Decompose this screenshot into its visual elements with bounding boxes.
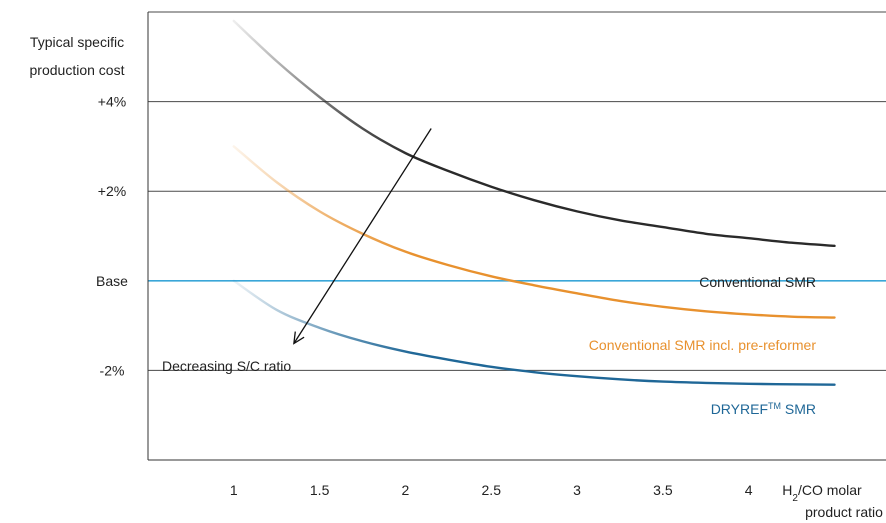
annotation-decreasing-sc: Decreasing S/C ratio <box>162 358 291 374</box>
y-tick-label: -2% <box>100 362 125 378</box>
y-axis-title-line2: production cost <box>30 62 125 78</box>
series-line-conventional <box>232 19 836 248</box>
label-conventional-smr: Conventional SMR <box>699 274 816 290</box>
x-axis-title-line2: product ratio <box>805 504 883 520</box>
label-dryref: DRYREFTM SMR <box>711 401 816 417</box>
x-tick-label: 2 <box>402 482 410 498</box>
arrow-head <box>293 331 305 345</box>
x-axis-title: H2/CO molar product ratio <box>782 482 883 520</box>
x-tick-label: 1 <box>230 482 238 498</box>
y-tick-labels: +4% +2% Base -2% <box>96 94 128 379</box>
y-axis-title-line1: Typical specific <box>30 34 124 50</box>
axes <box>147 12 886 461</box>
arrow-shaft <box>293 128 432 344</box>
series-group <box>232 19 836 386</box>
series-line-prereformer <box>232 145 836 319</box>
series-line-dryref <box>232 279 836 386</box>
x-tick-label: 3 <box>573 482 581 498</box>
y-axis-title: Typical specific production cost <box>30 34 125 78</box>
x-tick-labels: 1 1.5 2 2.5 3 3.5 4 <box>230 482 753 498</box>
y-tick-label: Base <box>96 273 128 289</box>
x-tick-label: 4 <box>745 482 753 498</box>
label-prereformer: Conventional SMR incl. pre-reformer <box>589 337 817 353</box>
series-labels: Conventional SMR Conventional SMR incl. … <box>162 274 816 417</box>
x-tick-label: 3.5 <box>653 482 673 498</box>
x-tick-label: 2.5 <box>482 482 502 498</box>
y-tick-label: +2% <box>98 183 126 199</box>
x-axis-title-line1: H2/CO molar <box>782 482 862 504</box>
decreasing-sc-arrow <box>293 128 432 345</box>
y-tick-label: +4% <box>98 94 126 110</box>
x-tick-label: 1.5 <box>310 482 330 498</box>
